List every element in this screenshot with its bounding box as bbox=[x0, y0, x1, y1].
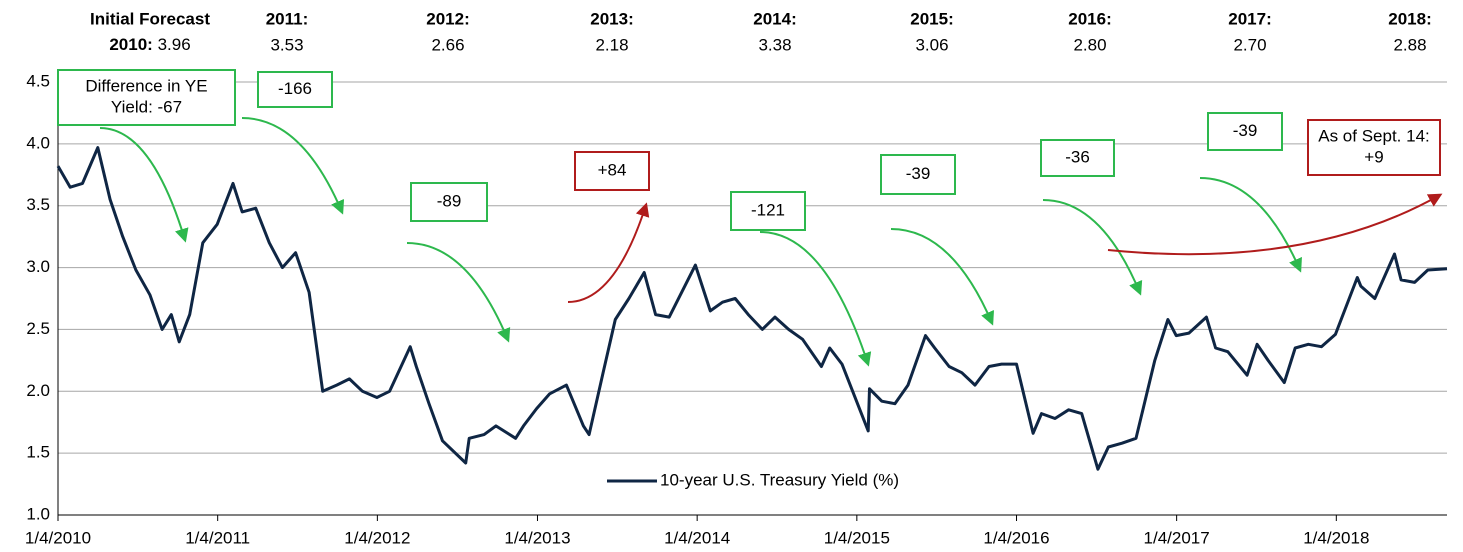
annotation-text: -89 bbox=[437, 191, 462, 210]
annotation-arrow bbox=[406, 242, 511, 343]
annotation-text: +84 bbox=[598, 160, 627, 179]
forecast-value: 2.18 bbox=[595, 35, 628, 54]
y-tick-label: 4.5 bbox=[26, 71, 50, 90]
forecast-year: 2018: bbox=[1388, 9, 1431, 28]
annotation-box bbox=[880, 154, 956, 195]
forecast-value: 2.80 bbox=[1073, 35, 1106, 54]
annotation-box bbox=[410, 182, 488, 222]
forecast-value: 3.38 bbox=[758, 35, 791, 54]
x-tick-label: 1/4/2018 bbox=[1303, 528, 1369, 547]
forecast: 2010: 3.96 bbox=[109, 35, 190, 54]
forecast-year: 2013: bbox=[590, 9, 633, 28]
annotation-text: -39 bbox=[1233, 121, 1258, 140]
annotation-text: Yield: -67 bbox=[111, 97, 182, 116]
y-tick-label: 2.5 bbox=[26, 319, 50, 338]
annotation-box bbox=[1207, 112, 1283, 151]
y-tick-label: 4.0 bbox=[26, 133, 50, 152]
annotation-arrow bbox=[99, 127, 189, 243]
x-tick-label: 1/4/2016 bbox=[983, 528, 1049, 547]
annotation-arrow bbox=[1042, 199, 1143, 296]
x-tick-label: 1/4/2012 bbox=[344, 528, 410, 547]
annotation-arrow bbox=[241, 117, 345, 215]
x-tick-label: 1/4/2013 bbox=[504, 528, 570, 547]
forecast-year: 2016: bbox=[1068, 9, 1111, 28]
forecast-value: 2.66 bbox=[431, 35, 464, 54]
forecast-value: 3.06 bbox=[915, 35, 948, 54]
y-tick-label: 3.5 bbox=[26, 195, 50, 214]
forecast-year: 2010: bbox=[109, 35, 152, 54]
y-tick-label: 1.5 bbox=[26, 443, 50, 462]
x-tick-label: 1/4/2017 bbox=[1144, 528, 1210, 547]
series-line bbox=[56, 146, 1448, 471]
forecast-year: 2017: bbox=[1228, 9, 1271, 28]
forecast-year: 2012: bbox=[426, 9, 469, 28]
forecast-value: 2.70 bbox=[1233, 35, 1266, 54]
annotation-box bbox=[257, 71, 333, 108]
annotation-text: -39 bbox=[906, 164, 931, 183]
annotation-arrow bbox=[890, 228, 995, 326]
annotation-text: -166 bbox=[278, 79, 312, 98]
forecast-title: Initial Forecast bbox=[90, 9, 210, 28]
annotation-arrow bbox=[1107, 193, 1443, 256]
annotation-box bbox=[1040, 139, 1115, 177]
annotation-arrow bbox=[567, 202, 650, 303]
forecast-value: 2.88 bbox=[1393, 35, 1426, 54]
y-tick-label: 2.0 bbox=[26, 381, 50, 400]
annotation-box bbox=[57, 69, 236, 126]
forecast-value: 3.96 bbox=[158, 35, 191, 54]
y-tick-label: 3.0 bbox=[26, 257, 50, 276]
annotation-text: As of Sept. 14: bbox=[1318, 126, 1430, 145]
annotation-text: +9 bbox=[1364, 147, 1383, 166]
y-tick-label: 1.0 bbox=[26, 504, 50, 523]
annotation-arrow bbox=[759, 231, 872, 367]
annotation-box bbox=[1307, 119, 1441, 176]
forecast-year: 2011: bbox=[266, 9, 309, 28]
legend-label: 10-year U.S. Treasury Yield (%) bbox=[660, 470, 899, 489]
annotation-box bbox=[574, 151, 650, 191]
x-tick-label: 1/4/2015 bbox=[824, 528, 890, 547]
x-tick-label: 1/4/2011 bbox=[185, 528, 250, 547]
annotation-text: Difference in YE bbox=[85, 76, 207, 95]
annotation-arrow bbox=[1199, 177, 1302, 273]
x-tick-label: 1/4/2014 bbox=[664, 528, 730, 547]
forecast-value: 3.53 bbox=[270, 35, 303, 54]
annotation-box bbox=[730, 191, 806, 231]
annotation-text: -36 bbox=[1065, 147, 1090, 166]
x-tick-label: 1/4/2010 bbox=[25, 528, 91, 547]
annotation-text: -121 bbox=[751, 200, 785, 219]
forecast-year: 2015: bbox=[910, 9, 953, 28]
forecast-year: 2014: bbox=[753, 9, 796, 28]
